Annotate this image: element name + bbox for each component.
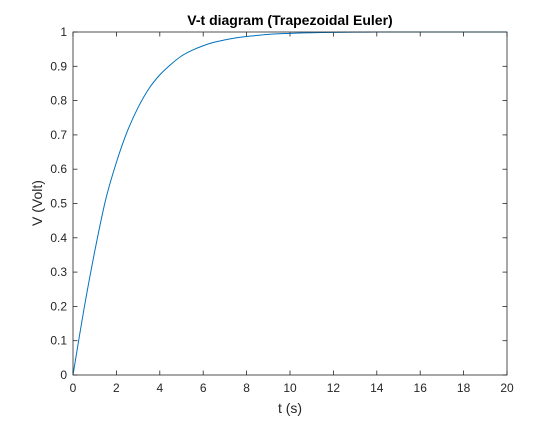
x-tick-label: 20 <box>500 381 514 395</box>
x-tick-label: 10 <box>283 381 297 395</box>
x-tick-label: 8 <box>243 381 250 395</box>
plot-area <box>73 32 507 375</box>
chart-title: V-t diagram (Trapezoidal Euler) <box>187 12 392 28</box>
axes-box <box>72 31 508 376</box>
x-tick-label: 16 <box>414 381 428 395</box>
x-tick-label: 12 <box>327 381 341 395</box>
y-tick-label: 0.8 <box>50 94 67 108</box>
y-tick-label: 0.2 <box>50 299 67 313</box>
y-tick-label: 0.9 <box>50 59 67 73</box>
x-axis-label: t (s) <box>278 400 302 416</box>
x-tick-label: 4 <box>156 381 163 395</box>
y-axis-label: V (Volt) <box>29 180 45 226</box>
x-tick-label: 14 <box>370 381 384 395</box>
x-tick-label: 2 <box>113 381 120 395</box>
x-tick-label: 6 <box>200 381 207 395</box>
x-tick-label: 18 <box>457 381 471 395</box>
y-tick-label: 0.1 <box>50 334 67 348</box>
y-tick-label: 0.5 <box>50 197 67 211</box>
y-tick-label: 0 <box>60 368 67 382</box>
x-tick-label: 0 <box>70 381 77 395</box>
y-tick-label: 0.4 <box>50 231 67 245</box>
y-tick-label: 0.3 <box>50 265 67 279</box>
y-tick-label: 0.7 <box>50 128 67 142</box>
y-tick-label: 1 <box>60 25 67 39</box>
y-tick-label: 0.6 <box>50 162 67 176</box>
